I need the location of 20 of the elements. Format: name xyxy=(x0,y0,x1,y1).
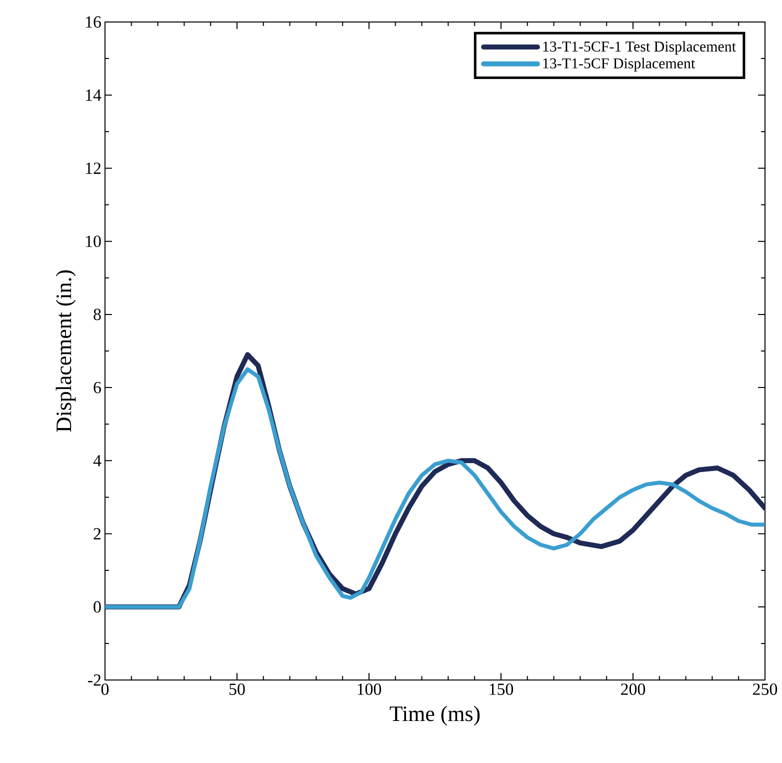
y-tick-label: 12 xyxy=(86,162,101,174)
x-tick-label: 150 xyxy=(490,684,514,695)
x-axis-title: Time (ms) xyxy=(390,706,480,726)
legend-label: 13-T1-5CF-1 Test Displacement xyxy=(543,41,736,55)
y-axis-title: Displacement (in.) xyxy=(56,270,76,432)
y-tick-label: 16 xyxy=(86,16,101,28)
y-tick-label: 2 xyxy=(94,528,101,540)
x-tick-label: 50 xyxy=(230,684,245,695)
y-tick-label: 4 xyxy=(93,455,102,466)
y-tick-label: 10 xyxy=(86,236,101,248)
y-tick-label: -2 xyxy=(88,674,101,686)
x-tick-label: 250 xyxy=(753,684,778,695)
x-tick-label: 200 xyxy=(621,684,646,695)
x-tick-label: 0 xyxy=(101,684,109,695)
y-tick-label: 14 xyxy=(86,90,102,101)
y-tick-label: 0 xyxy=(94,601,101,613)
y-tick-label: 8 xyxy=(94,308,101,320)
x-tick-label: 100 xyxy=(358,684,382,695)
y-tick-label: 6 xyxy=(94,382,101,394)
legend-label: 13-T1-5CF Displacement xyxy=(543,58,696,72)
